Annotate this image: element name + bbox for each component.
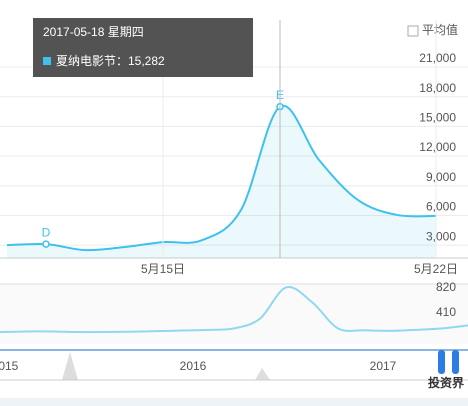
tooltip: [33, 18, 253, 77]
tooltip-title: 2017-05-18 星期四: [43, 25, 144, 39]
y-tick-label: 410: [436, 305, 456, 319]
y-tick-label: 6,000: [426, 200, 456, 214]
x-tick-label: 5月15日: [141, 262, 185, 276]
area: [7, 105, 436, 258]
slider-handle[interactable]: [438, 350, 445, 374]
timeline-bg: [0, 348, 468, 398]
tooltip-swatch: [43, 57, 51, 65]
line: [6, 104, 437, 252]
tooltip-text: 夏纳电影节：15,282: [56, 54, 165, 68]
y-tick-label: 9,000: [426, 170, 456, 184]
y-tick-label: 3,000: [426, 229, 456, 243]
y-tick-label: 18,000: [419, 81, 456, 95]
checkbox[interactable]: [407, 25, 419, 37]
line: [0, 286, 468, 334]
watermark: 投资界: [428, 375, 464, 390]
annotation-point: [42, 240, 50, 248]
annotation: D: [42, 225, 51, 239]
checkbox-label[interactable]: 平均值: [422, 22, 458, 37]
y-tick-label: 820: [436, 280, 456, 294]
overview-bg: [0, 284, 468, 344]
slider-handle[interactable]: [452, 350, 459, 374]
x-tick-label: 5月22日: [414, 262, 458, 276]
y-tick-label: 12,000: [419, 140, 456, 154]
footer: [0, 398, 468, 406]
y-tick-label: 21,000: [419, 51, 456, 65]
y-tick-label: 15,000: [419, 111, 456, 125]
timeline-label: 2016: [180, 359, 207, 373]
timeline-label: 2015: [0, 359, 19, 373]
timeline-label: 2017: [370, 359, 397, 373]
